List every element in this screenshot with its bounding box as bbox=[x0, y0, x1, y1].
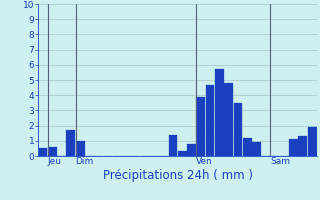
X-axis label: Précipitations 24h ( mm ): Précipitations 24h ( mm ) bbox=[103, 169, 252, 182]
Bar bbox=[196, 97, 205, 156]
Bar bbox=[39, 148, 47, 156]
Bar bbox=[187, 144, 196, 156]
Bar bbox=[48, 147, 57, 156]
Bar bbox=[169, 135, 177, 156]
Bar bbox=[289, 139, 298, 156]
Bar bbox=[234, 103, 242, 156]
Bar bbox=[178, 151, 187, 156]
Bar bbox=[252, 142, 261, 156]
Bar bbox=[215, 69, 224, 156]
Bar bbox=[308, 127, 316, 156]
Bar bbox=[206, 85, 214, 156]
Bar bbox=[67, 130, 75, 156]
Bar bbox=[224, 83, 233, 156]
Bar bbox=[299, 136, 307, 156]
Bar bbox=[76, 141, 84, 156]
Bar bbox=[243, 138, 252, 156]
